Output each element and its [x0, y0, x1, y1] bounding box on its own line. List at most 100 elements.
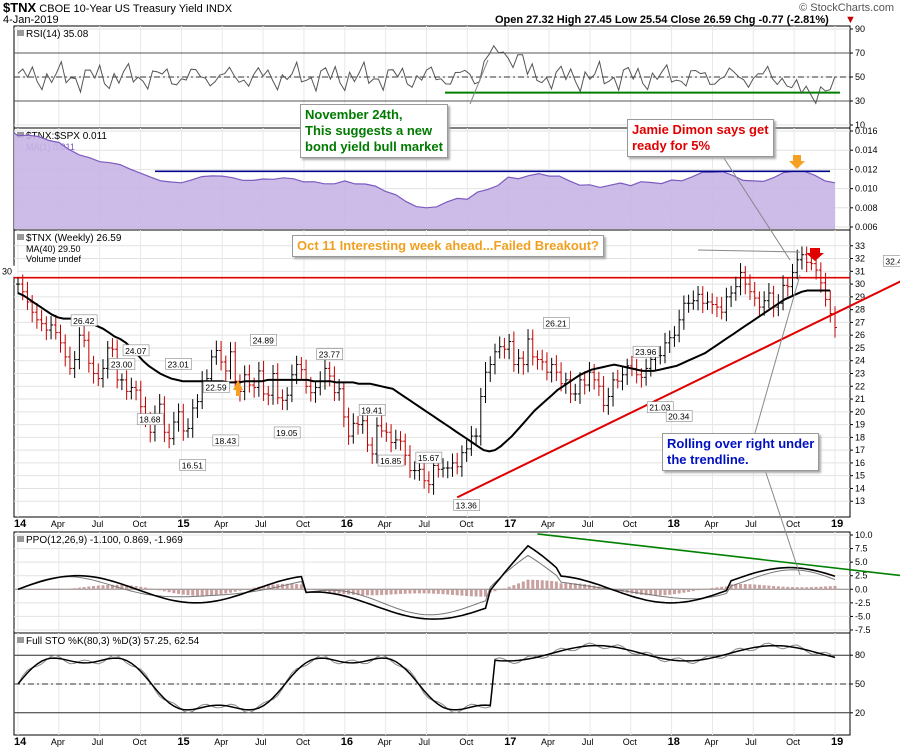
ppo-histogram-bar [247, 588, 251, 590]
ppo-histogram-bar [507, 586, 511, 590]
ppo-histogram-bar [583, 584, 587, 590]
ppo-histogram-bar [460, 589, 464, 596]
ppo-histogram-bar [479, 589, 483, 597]
price-label: 16.51 [182, 460, 204, 470]
price-label: 16.85 [380, 456, 402, 466]
symbol: $TNX [3, 0, 37, 15]
price-label-box [415, 451, 443, 464]
ppo-histogram-bar [545, 580, 549, 590]
price-label: 15.67 [418, 453, 440, 463]
sto-tick-label: 20 [855, 708, 865, 718]
ppo-histogram-bar [691, 589, 695, 592]
price-label: 18.68 [139, 415, 161, 425]
ppo-histogram-bar [559, 583, 563, 590]
ppo-histogram-bar [696, 589, 700, 591]
price-tick-label: 33 [855, 241, 865, 251]
x-axis-label: 19 [831, 518, 843, 530]
price-label-box [165, 358, 192, 370]
ppo-histogram-bar [285, 583, 289, 590]
ppo-histogram-bar [517, 583, 521, 590]
ppo-histogram-bar [167, 589, 171, 593]
ppo-histogram-bar [332, 589, 336, 593]
ppo-histogram-bar [356, 589, 360, 596]
ppo-histogram-bar [427, 589, 431, 594]
ppo-histogram-bar [772, 585, 776, 590]
ppo-histogram-bar [403, 589, 407, 594]
ppo-histogram-bar [630, 589, 634, 594]
ppo-histogram-bar [639, 589, 643, 595]
rolling-leader-1 [754, 274, 801, 434]
ppo-histogram-bar [724, 586, 728, 590]
rsi-tick-label: 50 [855, 72, 865, 82]
price-tick-label: 20 [855, 407, 865, 417]
x-axis-label: Apr [704, 519, 718, 529]
ppo-histogram-bar [337, 589, 341, 594]
ppo-histogram-bar [587, 584, 591, 590]
x-axis-label-bottom: 19 [831, 736, 843, 748]
price-tick-label: 25 [855, 343, 865, 353]
ppo-histogram-bar [77, 587, 81, 590]
ppo-histogram-bar [101, 585, 105, 590]
price-tick-label: 29 [855, 292, 865, 302]
price-label: 32.48 [885, 256, 900, 266]
ppo-histogram-bar [120, 584, 124, 590]
ppo-histogram-bar [351, 589, 355, 595]
ppo-histogram-bar [535, 580, 539, 590]
x-axis-label: Jul [255, 519, 267, 529]
ppo-histogram-bar [819, 586, 823, 590]
ppo-histogram-bar [498, 589, 502, 590]
x-axis-label: 16 [341, 518, 353, 530]
price-label: 21.03 [649, 403, 671, 413]
rsi-line [17, 44, 836, 105]
ppo-histogram-bar [144, 587, 148, 590]
ppo-histogram-bar [805, 587, 809, 590]
price-label: 24.89 [253, 335, 275, 345]
trendline [456, 280, 900, 499]
ppo-histogram-bar [148, 588, 152, 590]
ppo-histogram-bar [682, 589, 686, 593]
x-axis-label-bottom: 16 [341, 736, 353, 748]
x-axis-label-bottom: Jul [255, 737, 267, 747]
rsi-tick-label: 10 [855, 120, 865, 130]
chart-header-symbol-line: $TNX CBOE 10-Year US Treasury Yield INDX [3, 0, 232, 15]
ppo-histogram-bar [446, 589, 450, 595]
price-tick-label: 22 [855, 381, 865, 391]
ppo-histogram-bar [295, 584, 299, 590]
x-axis-label-bottom: Oct [786, 737, 801, 747]
ppo-line [17, 544, 836, 620]
ppo-histogram-bar [172, 589, 176, 594]
ppo-histogram-bar [554, 581, 558, 590]
ppo-histogram-bar [833, 585, 837, 590]
sto-d-line [17, 642, 836, 714]
sto-k-line [17, 644, 836, 711]
price-label: 13.36 [456, 501, 478, 511]
oct11-leader [697, 249, 801, 253]
price-label-box [377, 454, 405, 467]
price-label: 20.34 [668, 411, 690, 421]
price-tick-label: 21 [855, 394, 865, 404]
x-axis-label: Oct [623, 519, 638, 529]
ppo-histogram-bar [92, 586, 96, 590]
ppo-histogram-bar [191, 589, 195, 596]
ppo-histogram-bar [743, 584, 747, 590]
ppo-histogram-bar [748, 584, 752, 590]
ppo-histogram-bar [200, 589, 204, 596]
x-axis-label-bottom: Oct [296, 737, 311, 747]
price-tick-label: 30 [855, 279, 865, 289]
ppo-histogram-bar [521, 581, 525, 590]
sto-tick-label: 50 [855, 679, 865, 689]
ppo-histogram-bar [30, 589, 34, 590]
ppo-histogram-bar [824, 586, 828, 590]
price-tick-label: 16 [855, 458, 865, 468]
ppo-histogram-bar [186, 589, 190, 596]
x-axis-label: Jul [582, 519, 594, 529]
x-axis-label-bottom: Apr [541, 737, 555, 747]
ppo-histogram-bar [394, 589, 398, 595]
ppo-divergence-line [537, 533, 900, 577]
ppo-histogram-bar [106, 584, 110, 590]
ppo-histogram-bar [828, 586, 832, 590]
price-tick-label: 17 [855, 445, 865, 455]
x-axis-label-bottom: Apr [378, 737, 392, 747]
price-label-box [883, 255, 900, 267]
ppo-histogram-bar [635, 589, 639, 595]
